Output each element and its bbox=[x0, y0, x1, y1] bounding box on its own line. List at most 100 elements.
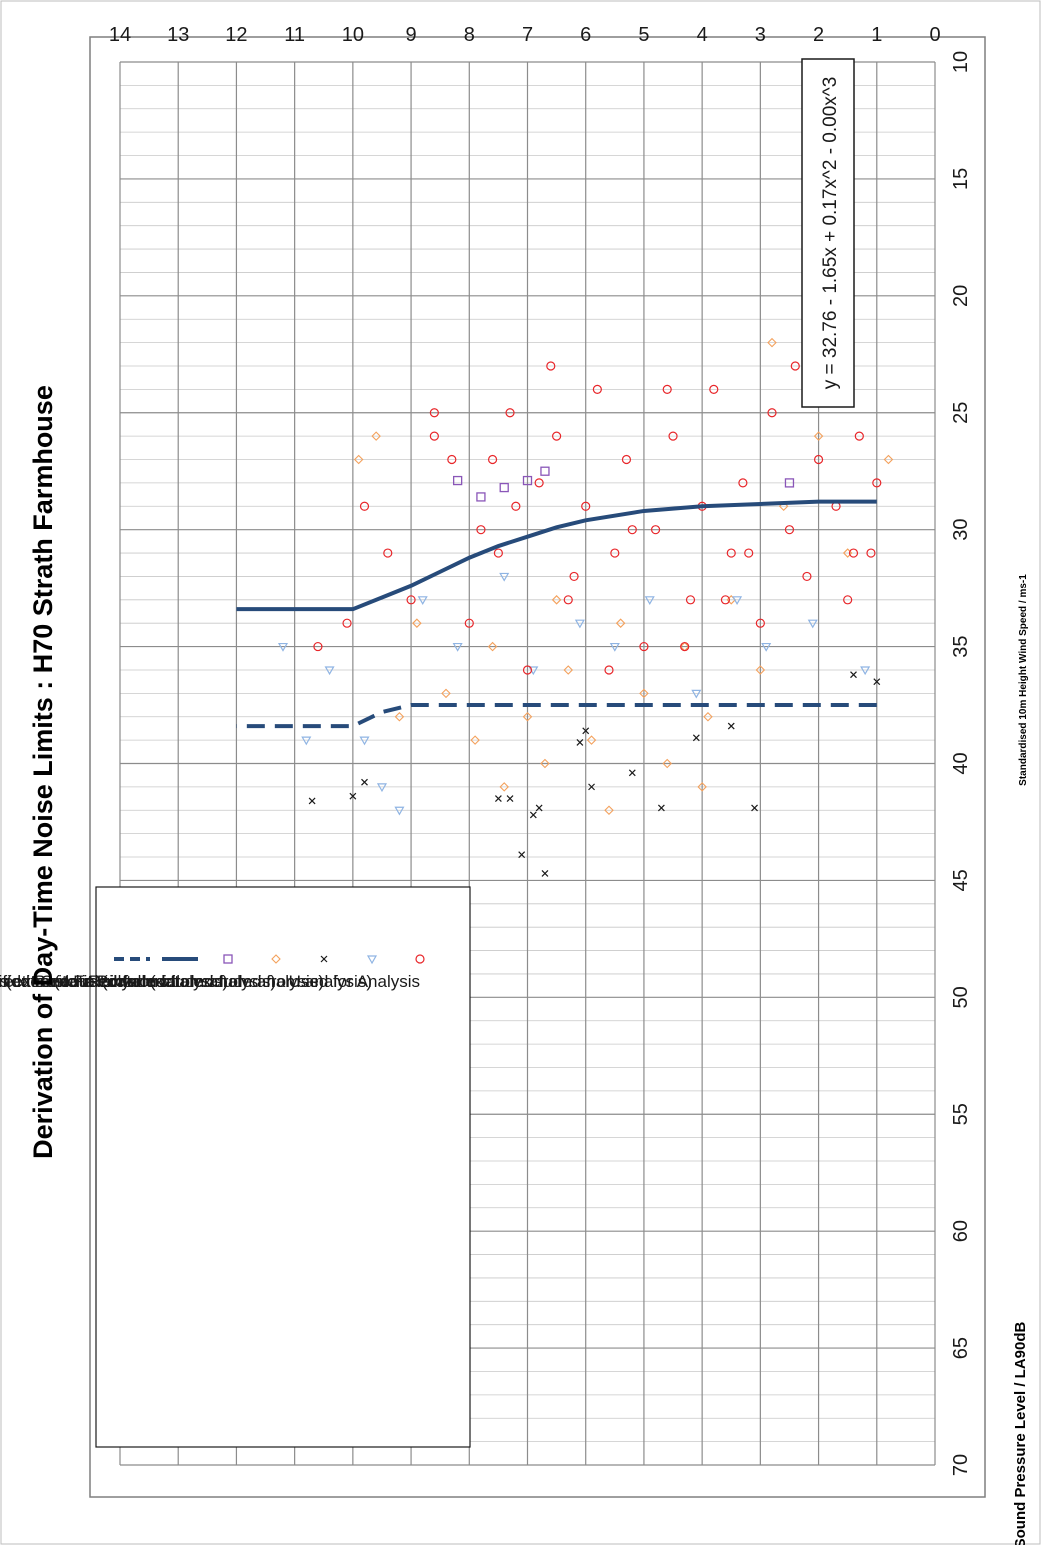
data-point bbox=[691, 689, 702, 699]
x-tick-label: 5 bbox=[638, 24, 649, 46]
data-point bbox=[361, 778, 368, 786]
data-point bbox=[412, 618, 422, 628]
data-point bbox=[349, 792, 357, 800]
data-point bbox=[644, 596, 655, 606]
x-tick-label: 10 bbox=[342, 24, 364, 46]
y-tick-label: 60 bbox=[950, 1220, 972, 1242]
y-axis-label: Sound Pressure Level / LA90dB bbox=[1012, 1321, 1029, 1545]
data-point bbox=[738, 478, 748, 488]
data-point bbox=[324, 666, 335, 676]
data-point bbox=[703, 711, 713, 722]
data-point bbox=[709, 384, 719, 394]
x-tick-label: 14 bbox=[109, 24, 131, 46]
chart-title: Derivation of Day-Time Noise Limits : H7… bbox=[28, 385, 58, 1159]
y-tick-label: 10 bbox=[950, 51, 972, 73]
equation-box: y = 32.76 - 1.65x + 0.17x^2 - 0.00x^3 bbox=[801, 58, 855, 408]
data-point bbox=[518, 851, 526, 859]
data-point bbox=[668, 431, 678, 441]
data-point bbox=[499, 482, 509, 493]
data-point bbox=[807, 619, 818, 629]
legend-item: Used for Analysis bbox=[289, 954, 425, 991]
data-point bbox=[470, 735, 480, 745]
data-point bbox=[582, 727, 590, 735]
data-point bbox=[784, 525, 795, 535]
data-point bbox=[493, 548, 503, 558]
y-axis-ticks: 10 15 20 25 30 35 40 45 50 55 60 65 70 bbox=[950, 51, 972, 1476]
data-point bbox=[552, 431, 562, 441]
data-point bbox=[301, 736, 312, 746]
y-tick-label: 30 bbox=[950, 519, 972, 541]
data-point bbox=[621, 454, 632, 465]
data-point bbox=[505, 408, 515, 418]
data-point bbox=[744, 548, 754, 558]
legend-marker bbox=[415, 954, 425, 964]
data-point bbox=[650, 525, 661, 535]
data-point bbox=[615, 618, 626, 628]
data-point bbox=[755, 665, 766, 675]
data-point bbox=[627, 525, 637, 535]
data-point bbox=[813, 431, 824, 441]
data-point bbox=[588, 783, 595, 791]
data-point bbox=[761, 642, 772, 652]
legend-marker bbox=[223, 954, 233, 964]
legend-label: Rainfall (data excluded from analysis) bbox=[89, 972, 372, 991]
data-point bbox=[522, 665, 533, 675]
legend-label: Inferred as extraneous (data excluded fr… bbox=[0, 972, 324, 991]
legend-item: Excluded Direction (data excluded from a… bbox=[0, 954, 281, 991]
y-tick-label: 70 bbox=[950, 1454, 972, 1476]
gridlines bbox=[119, 61, 936, 1466]
data-point bbox=[604, 665, 614, 675]
y-tick-label: 50 bbox=[950, 986, 972, 1008]
data-point bbox=[394, 806, 405, 816]
data-point bbox=[476, 492, 486, 502]
data-point bbox=[359, 501, 370, 511]
data-point bbox=[506, 795, 514, 802]
data-marks bbox=[277, 337, 894, 877]
data-point bbox=[842, 548, 853, 558]
data-point bbox=[784, 478, 795, 488]
x-tick-label: 2 bbox=[813, 24, 824, 46]
data-point bbox=[551, 595, 562, 605]
data-point bbox=[499, 782, 509, 792]
data-point bbox=[657, 804, 665, 812]
best-fit-line bbox=[236, 499, 877, 612]
data-point bbox=[574, 619, 585, 629]
data-point bbox=[540, 758, 550, 769]
data-point bbox=[452, 475, 463, 486]
y-tick-label: 20 bbox=[950, 285, 972, 307]
data-point bbox=[522, 475, 533, 486]
data-point bbox=[535, 804, 543, 812]
x-tick-label: 11 bbox=[284, 24, 305, 46]
data-point bbox=[685, 595, 696, 605]
legend-item: Rainfall (data excluded from analysis) bbox=[89, 955, 378, 991]
data-point bbox=[727, 722, 735, 730]
data-point bbox=[499, 572, 510, 582]
data-point bbox=[604, 805, 614, 816]
data-point bbox=[692, 734, 700, 742]
data-point bbox=[850, 671, 857, 679]
data-point bbox=[429, 431, 439, 441]
criteria-line bbox=[236, 703, 877, 729]
x-tick-label: 13 bbox=[167, 24, 189, 46]
data-point bbox=[569, 571, 579, 582]
x-axis-label: Standardised 10m Height Wind Speed / ms-… bbox=[1018, 574, 1029, 786]
legend-item: Modified Best Fit Polynomial bbox=[0, 957, 198, 991]
data-point bbox=[751, 804, 758, 812]
legend-label: Modified Best Fit Polynomial bbox=[0, 972, 180, 991]
data-point bbox=[406, 595, 416, 605]
legend-label: Instrument Error (data excluded from ana… bbox=[0, 972, 228, 991]
data-point bbox=[767, 337, 777, 348]
data-point bbox=[534, 478, 544, 488]
y-tick-label: 65 bbox=[950, 1337, 972, 1359]
data-point bbox=[313, 641, 323, 652]
data-point bbox=[873, 678, 881, 686]
data-point bbox=[726, 548, 736, 558]
data-point bbox=[790, 361, 800, 371]
data-point bbox=[563, 665, 574, 675]
data-point bbox=[487, 454, 498, 465]
legend-item: Criteria Line bbox=[40, 957, 150, 991]
legend-item: Inferred as extraneous (data excluded fr… bbox=[0, 955, 328, 991]
